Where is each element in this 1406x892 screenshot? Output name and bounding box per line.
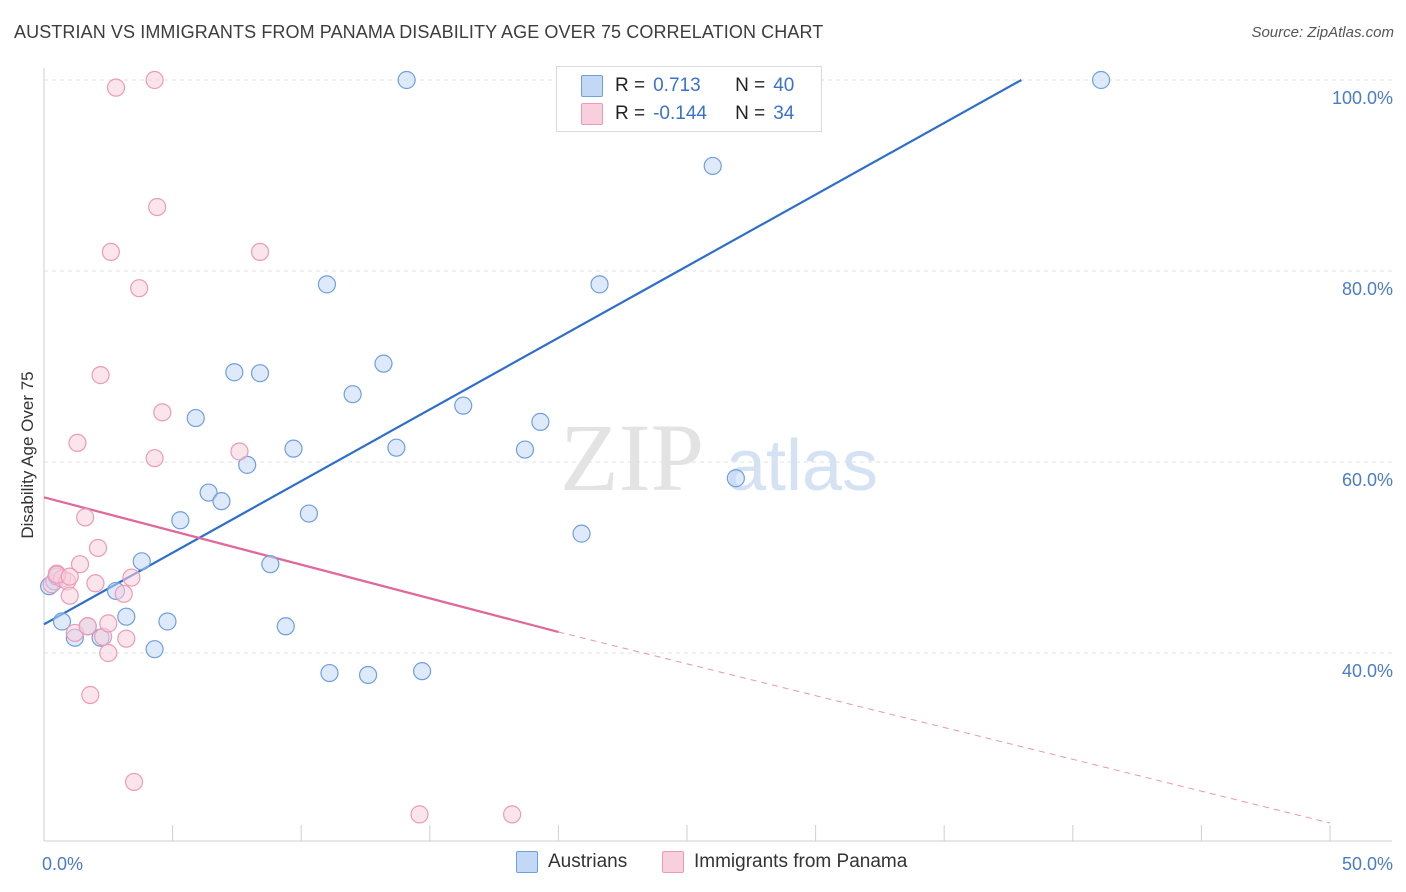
watermark-zip: ZIP <box>560 404 704 511</box>
panama-point <box>60 567 79 586</box>
panama-point <box>78 617 97 636</box>
legend-item-panama[interactable]: Immigrants from Panama <box>662 851 907 873</box>
panama-point <box>145 70 164 90</box>
legend-label-panama: Immigrants from Panama <box>694 851 908 872</box>
panama-point <box>117 629 136 648</box>
panama-point <box>153 403 172 422</box>
panama-point <box>145 449 164 468</box>
austrians-point <box>387 438 406 457</box>
panama-point <box>148 197 167 217</box>
panama-swatch <box>581 103 603 125</box>
panama-point <box>101 242 120 261</box>
panama-point <box>114 584 133 603</box>
austrians-point <box>299 504 319 523</box>
austrians-point <box>186 408 205 428</box>
trend-lines <box>43 79 1331 824</box>
r-label: R = <box>615 103 646 124</box>
austrians-point <box>261 555 280 574</box>
panama-point <box>86 574 105 593</box>
austrians-point <box>572 524 591 543</box>
n-value: 34 <box>773 103 795 124</box>
austrians-point <box>199 483 218 502</box>
n-label: N = <box>735 103 766 124</box>
tick-labels: 40.0% 60.0% 80.0% 100.0% 0.0% 50.0% Disability… <box>18 88 1393 874</box>
austrians-point <box>320 663 339 683</box>
austrians-point <box>397 70 416 90</box>
austrians-point <box>454 396 473 415</box>
austrians-point <box>515 440 535 459</box>
panama-point <box>503 805 522 824</box>
trend-line <box>43 79 1022 626</box>
panama-point <box>76 508 95 527</box>
x-tick-label-min: 0.0% <box>42 854 83 874</box>
series-legend: Austrians Immigrants from Panama <box>0 851 1406 877</box>
stats-row-panama: R = -0.144 N = 34 <box>581 101 794 127</box>
austrians-point <box>276 617 295 636</box>
austrians-point <box>132 552 151 571</box>
austrians-point <box>145 640 164 659</box>
austrians-point <box>531 412 550 431</box>
stats-row-austrians: R = 0.713 N = 40 <box>581 73 794 99</box>
austrians-point <box>343 385 362 404</box>
trend-line <box>43 496 559 634</box>
n-label: N = <box>735 75 766 96</box>
austrians-point <box>317 275 337 294</box>
austrians-point <box>284 439 303 458</box>
austrians-point <box>358 665 378 685</box>
austrians-point <box>171 511 190 530</box>
y-axis-label: Disability Age Over 75 <box>18 371 37 538</box>
austrians-point <box>374 354 393 373</box>
austrians-swatch <box>581 75 603 97</box>
austrians-point <box>117 607 136 626</box>
panama-point <box>99 643 118 663</box>
watermark-atlas: atlas <box>726 426 878 506</box>
austrians-point <box>250 364 270 383</box>
y-tick-label: 100.0% <box>1332 88 1393 108</box>
source-label: Source: ZipAtlas.com <box>1251 24 1394 41</box>
r-value: -0.144 <box>653 103 707 124</box>
panama-point <box>250 242 270 261</box>
stats-legend: R = 0.713 N = 40 R = -0.144 N = 34 <box>556 66 822 132</box>
austrians-point <box>212 492 231 511</box>
panama-point <box>106 78 126 97</box>
austrians-point <box>52 612 72 631</box>
panama-point <box>88 538 108 558</box>
n-value: 40 <box>773 75 795 96</box>
y-tick-label: 80.0% <box>1342 279 1393 299</box>
panama-point <box>70 555 90 574</box>
panama-point <box>410 805 429 824</box>
legend-label-austrians: Austrians <box>548 851 628 872</box>
austrians-point <box>703 156 722 176</box>
panama-legend-swatch <box>662 851 684 873</box>
panama-point <box>91 365 110 385</box>
grid-lines <box>44 79 1392 654</box>
austrians-point <box>412 662 432 681</box>
austrians-point <box>590 275 609 294</box>
panama-point <box>122 568 141 587</box>
austrians-point <box>238 455 257 474</box>
chart-title: AUSTRIAN VS IMMIGRANTS FROM PANAMA DISAB… <box>14 22 824 42</box>
x-tick-label-max: 50.0% <box>1342 854 1393 874</box>
axes <box>43 68 1392 842</box>
austrians-point <box>726 469 745 488</box>
austrians-point <box>158 612 177 631</box>
r-label: R = <box>615 75 646 96</box>
panama-point <box>230 442 249 461</box>
panama-point <box>81 685 100 705</box>
austrians-point <box>1091 70 1111 90</box>
trend-line-extension <box>558 631 1331 824</box>
panama-point <box>68 433 87 452</box>
r-value: 0.713 <box>653 75 701 96</box>
austrians-point <box>225 363 244 382</box>
y-tick-label: 60.0% <box>1342 470 1393 490</box>
panama-point <box>124 772 144 792</box>
y-tick-label: 40.0% <box>1342 661 1393 681</box>
panama-point <box>130 279 149 298</box>
legend-item-austrians[interactable]: Austrians <box>516 851 627 873</box>
panama-point <box>99 614 118 633</box>
watermark: ZIP atlas <box>560 404 878 511</box>
austrians-legend-swatch <box>516 851 538 873</box>
panama-point <box>60 586 79 605</box>
